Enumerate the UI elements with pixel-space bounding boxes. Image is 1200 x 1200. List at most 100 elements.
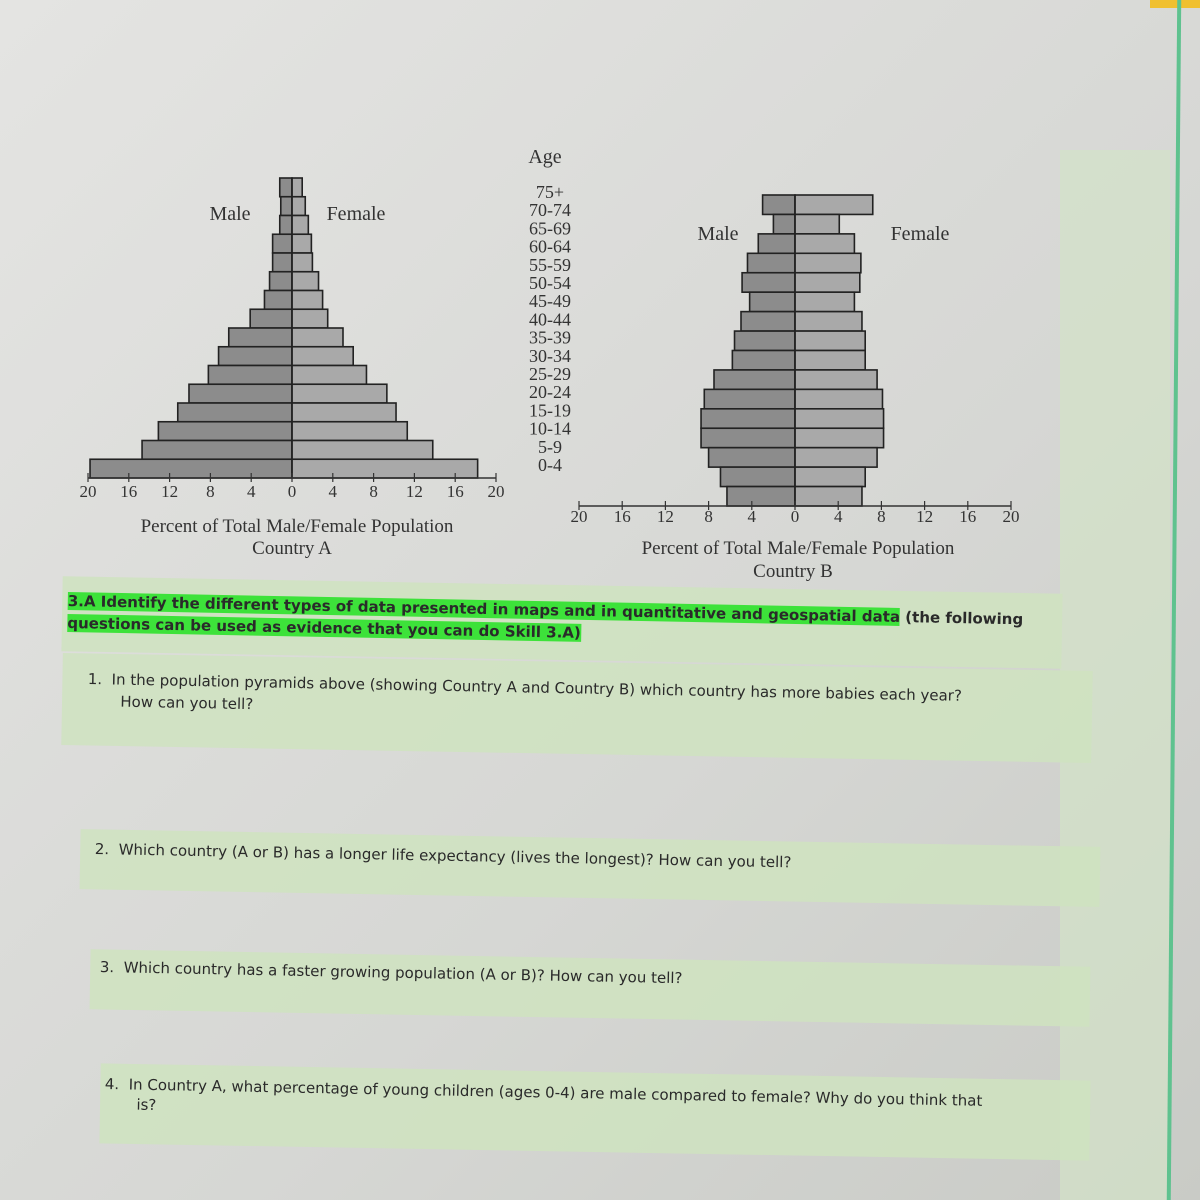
age-label-10-14: 10-14 [529, 419, 571, 439]
male-bar-0-4 [726, 485, 796, 507]
female-bar-35-39 [291, 327, 344, 348]
male-bar-5-9 [141, 439, 293, 461]
male-bar-60-64 [271, 233, 293, 254]
y-axis-label: Age [528, 146, 561, 168]
legend-female: Female [327, 203, 386, 225]
x-tick-label: 8 [877, 507, 886, 526]
female-bar-50-54 [794, 291, 856, 313]
female-bar-75+ [291, 177, 303, 198]
x-tick-label: 20 [571, 507, 588, 526]
question-number: 3. [99, 958, 115, 977]
female-bar-70-74 [291, 195, 307, 217]
male-bar-50-54 [748, 291, 796, 313]
legend-male: Male [697, 223, 738, 245]
x-tick-label: 16 [959, 507, 976, 526]
female-bar-25-29 [794, 388, 884, 410]
male-bar-45-49 [263, 289, 293, 311]
x-tick-label: 20 [1003, 507, 1020, 526]
male-bar-40-44 [733, 330, 796, 352]
x-tick-label: 12 [916, 507, 933, 526]
male-bar-40-44 [249, 308, 293, 329]
age-label-25-29: 25-29 [529, 364, 571, 384]
female-bar-0-4 [794, 485, 863, 507]
female-bar-5-9 [291, 439, 434, 461]
x-tick-label: 16 [614, 507, 631, 526]
male-bar-25-29 [703, 388, 796, 410]
female-bar-10-14 [291, 420, 409, 442]
male-bar-25-29 [207, 364, 293, 386]
question-number: 4. [104, 1074, 120, 1094]
x-tick-label: 8 [369, 482, 378, 501]
male-bar-5-9 [719, 466, 796, 488]
male-bar-35-39 [227, 327, 293, 348]
female-bar-40-44 [794, 330, 866, 352]
x-tick-label: 12 [406, 482, 423, 501]
female-bar-60-64 [794, 252, 862, 274]
x-tick-label: 4 [247, 482, 256, 501]
female-bar-35-39 [794, 349, 866, 371]
male-bar-55-59 [271, 252, 293, 273]
x-tick-label: 4 [834, 507, 843, 526]
x-tick-label: 12 [161, 482, 178, 501]
x-axis-label: Percent of Total Male/Female Population [141, 516, 454, 537]
female-bar-40-44 [291, 308, 329, 329]
age-label-0-4: 0-4 [538, 455, 562, 475]
age-label-65-69: 65-69 [529, 218, 571, 238]
age-label-50-54: 50-54 [529, 273, 571, 293]
question-text-line2: How can you tell? [120, 692, 254, 714]
legend-female: Female [891, 223, 950, 245]
chart-title: Country B [753, 561, 833, 582]
female-bar-65-69 [291, 214, 310, 236]
age-label-40-44: 40-44 [529, 309, 571, 329]
top-edge-bar [1150, 0, 1200, 8]
female-bar-45-49 [794, 310, 863, 332]
question-number: 2. [94, 840, 110, 859]
male-bar-30-34 [217, 345, 293, 367]
age-label-75+: 75+ [536, 182, 564, 202]
female-bar-45-49 [291, 289, 324, 311]
female-bar-30-34 [794, 369, 878, 391]
age-label-55-59: 55-59 [529, 255, 571, 275]
male-bar-20-24 [188, 383, 293, 404]
female-bar-55-59 [291, 252, 314, 273]
age-label-15-19: 15-19 [529, 400, 571, 420]
female-bar-15-19 [291, 402, 397, 423]
age-label-70-74: 70-74 [529, 200, 571, 220]
female-bar-75+ [794, 194, 874, 216]
male-bar-55-59 [741, 271, 796, 293]
male-bar-70-74 [279, 195, 293, 217]
x-tick-label: 0 [288, 482, 297, 501]
age-label-35-39: 35-39 [529, 328, 571, 348]
x-tick-label: 4 [329, 482, 338, 501]
female-bar-30-34 [291, 345, 355, 367]
female-bar-55-59 [794, 271, 861, 293]
female-bar-0-4 [291, 458, 479, 479]
male-bar-75+ [761, 194, 796, 216]
legend-male: Male [209, 203, 250, 225]
age-label-60-64: 60-64 [529, 237, 571, 257]
female-bar-15-19 [794, 427, 885, 449]
female-bar-25-29 [291, 364, 368, 386]
heading-rest: (the following [899, 607, 1024, 629]
x-tick-label: 20 [488, 482, 505, 501]
female-bar-70-74 [794, 213, 841, 235]
male-bar-50-54 [268, 270, 293, 292]
male-bar-45-49 [740, 310, 796, 332]
age-label-30-34: 30-34 [529, 346, 571, 366]
male-bar-70-74 [772, 213, 796, 235]
male-bar-35-39 [731, 349, 796, 371]
male-bar-10-14 [157, 420, 293, 442]
male-bar-0-4 [89, 458, 293, 479]
chart-title: Country A [252, 538, 332, 559]
x-tick-label: 16 [120, 482, 137, 501]
x-tick-label: 16 [447, 482, 464, 501]
male-bar-75+ [278, 177, 293, 198]
female-bar-20-24 [794, 408, 885, 430]
male-bar-65-69 [278, 214, 293, 236]
age-label-20-24: 20-24 [529, 382, 571, 402]
x-axis-label: Percent of Total Male/Female Population [642, 538, 955, 559]
age-label-45-49: 45-49 [529, 291, 571, 311]
x-tick-label: 4 [748, 507, 757, 526]
question-2-band [79, 829, 1101, 907]
question-text-line2: is? [136, 1095, 157, 1114]
